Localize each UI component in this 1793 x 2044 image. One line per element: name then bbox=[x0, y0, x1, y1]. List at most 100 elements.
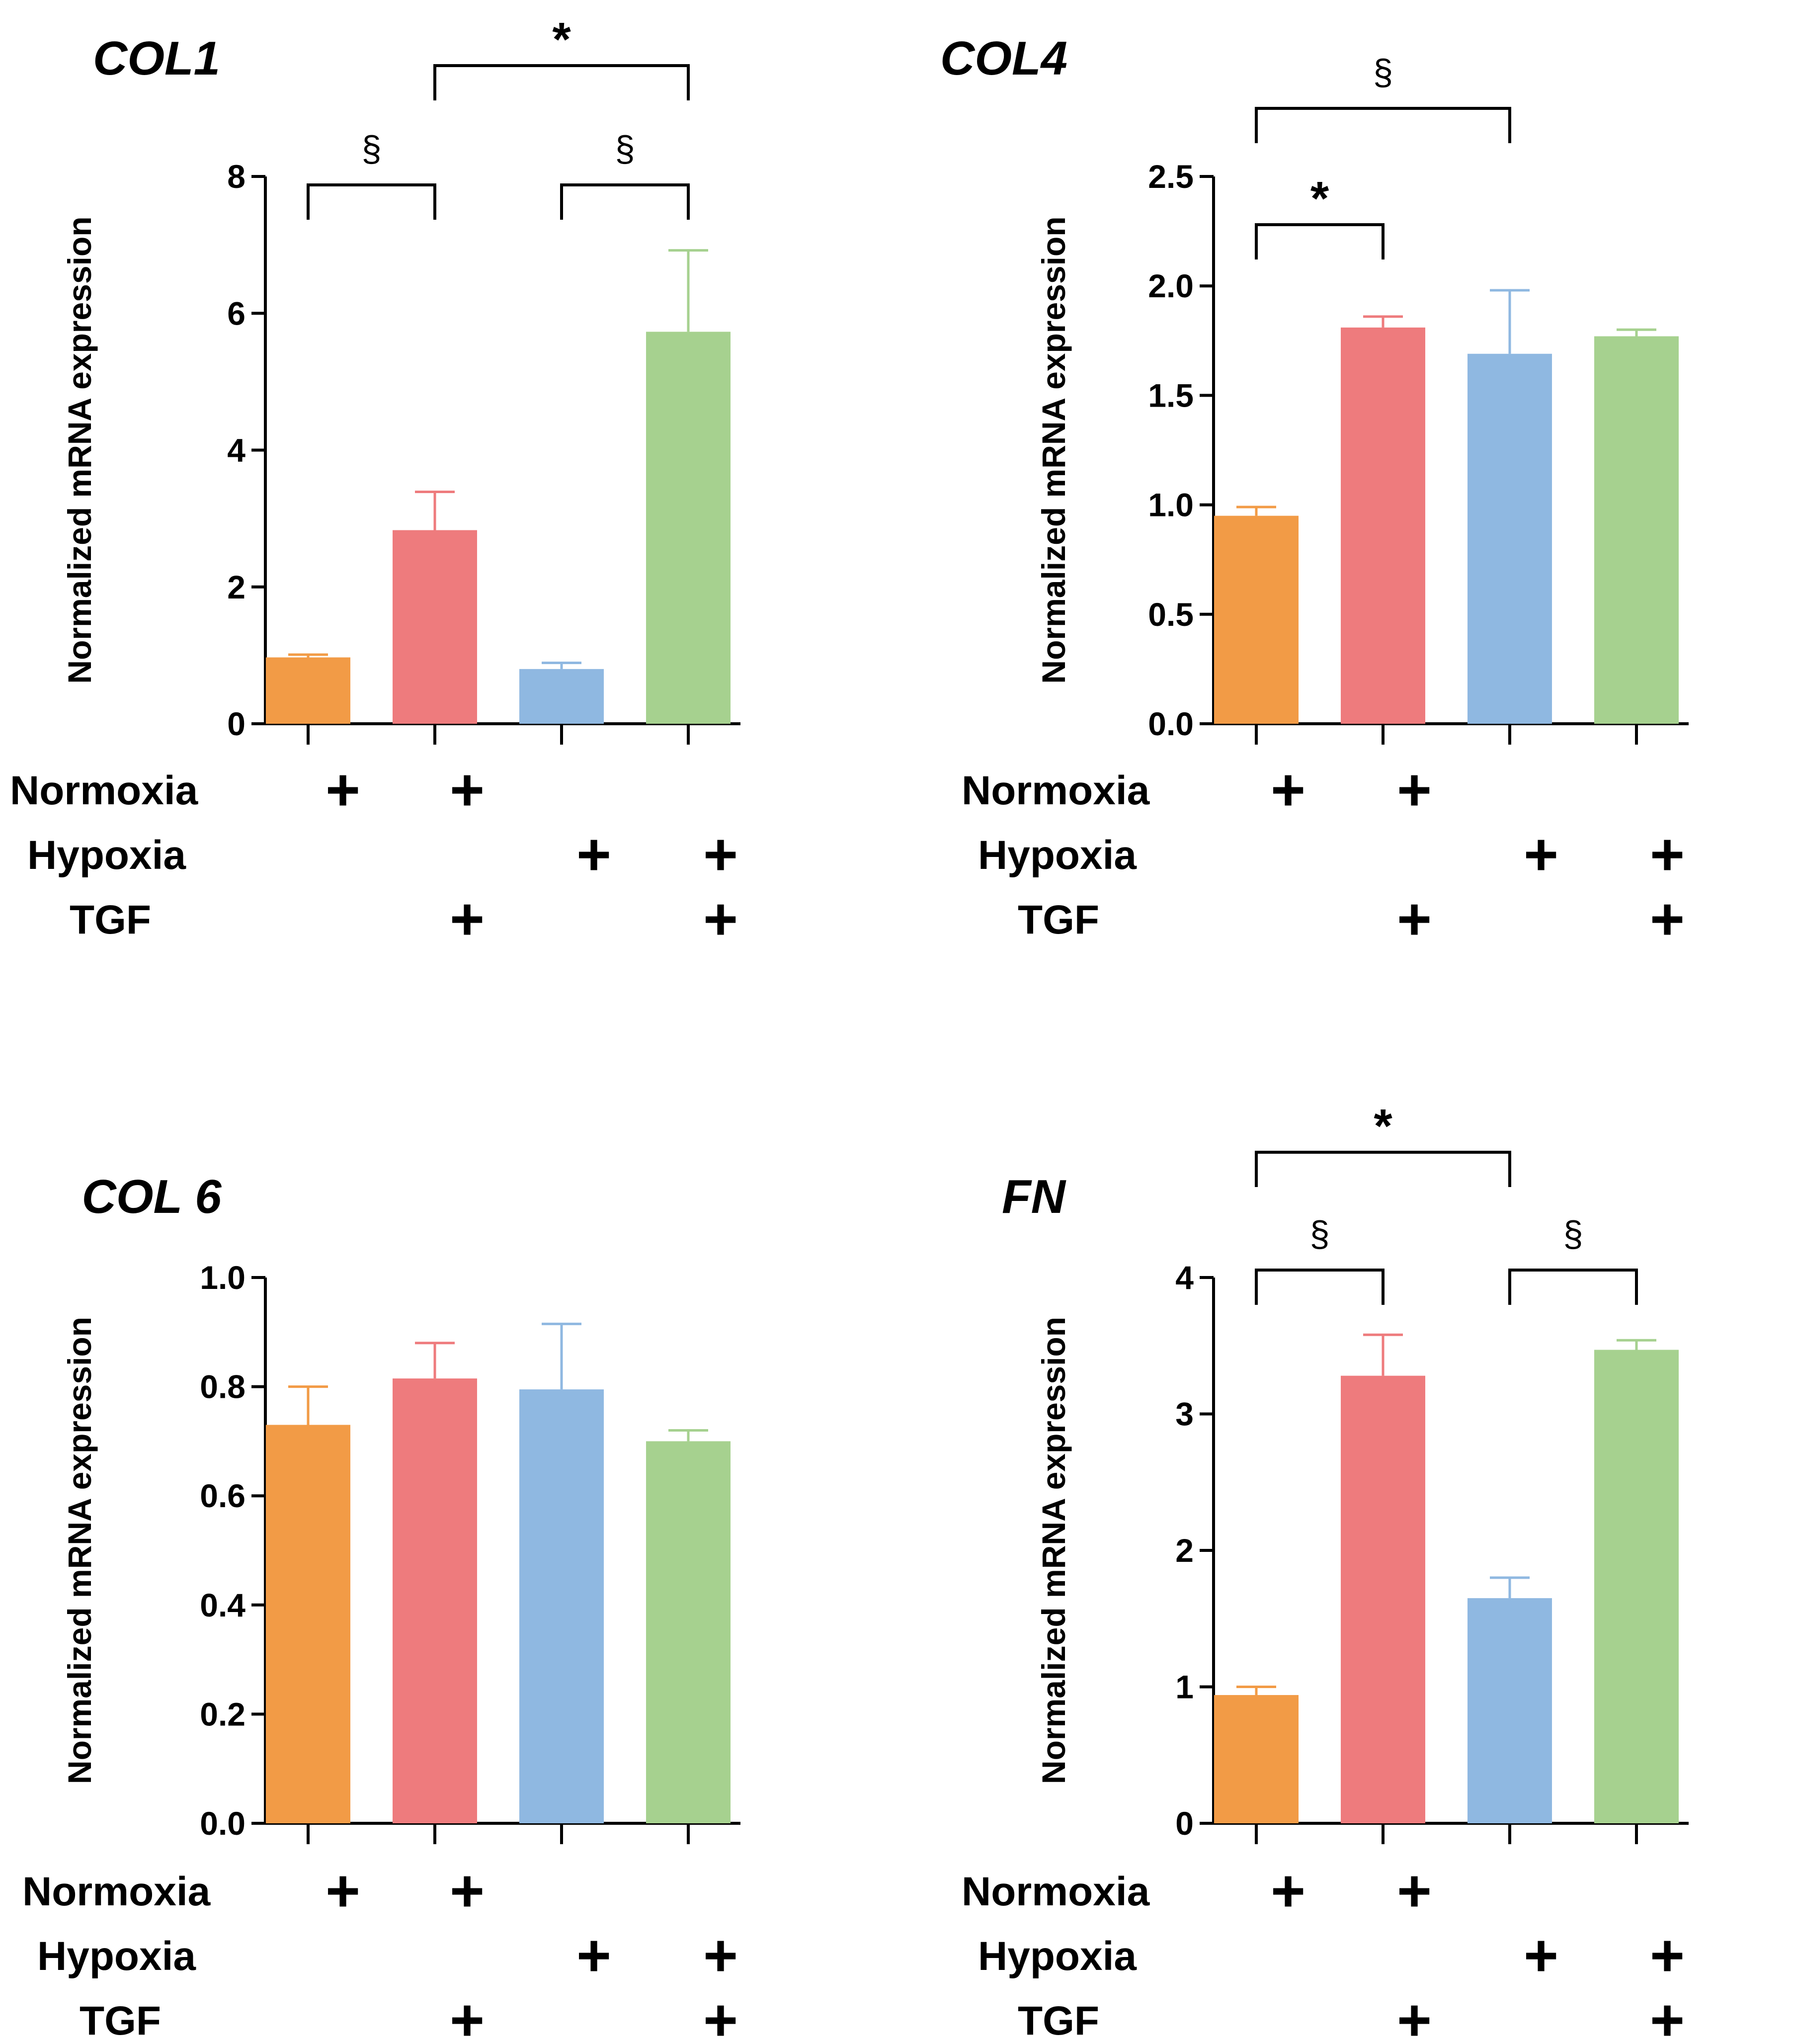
condition-label-hypoxia: Hypoxia bbox=[27, 833, 186, 878]
y-axis-label: Normalized mRNA expression bbox=[61, 1317, 98, 1784]
bar-2 bbox=[1341, 1375, 1425, 1823]
y-tick-label: 0.0 bbox=[200, 1805, 245, 1842]
condition-label-normoxia: Normoxia bbox=[962, 1869, 1150, 1914]
y-axis-label: Normalized mRNA expression bbox=[61, 216, 98, 683]
chart-panel-fn: FN Normalized mRNA expression 0 1 2 3 4 § § * Norm… bbox=[962, 1100, 1689, 2044]
condition-label-tgf: TGF bbox=[70, 897, 151, 942]
significance-label: * bbox=[1310, 172, 1329, 225]
condition-plus: + bbox=[1650, 821, 1685, 888]
bar-4 bbox=[1594, 1350, 1679, 1823]
condition-plus: + bbox=[1650, 1922, 1685, 1989]
condition-plus: + bbox=[1397, 1858, 1432, 1924]
significance-bracket bbox=[1255, 107, 1511, 143]
significance-bracket bbox=[1255, 223, 1385, 259]
bar-1 bbox=[1214, 515, 1299, 724]
y-tick-label: 0.0 bbox=[1148, 705, 1194, 742]
chart-panel-col6: COL 6 Normalized mRNA expression 0.0 0.2 0.4… bbox=[22, 1170, 740, 2044]
condition-plus: + bbox=[450, 757, 485, 823]
chart-title: FN bbox=[1002, 1170, 1066, 1223]
condition-label-hypoxia: Hypoxia bbox=[978, 1934, 1137, 1979]
significance-label: * bbox=[552, 13, 571, 66]
bar-2 bbox=[393, 1378, 477, 1823]
bar-1 bbox=[1214, 1695, 1299, 1823]
y-axis-label: Normalized mRNA expression bbox=[1035, 1317, 1072, 1784]
condition-plus: + bbox=[1397, 886, 1432, 952]
condition-label-hypoxia: Hypoxia bbox=[37, 1934, 196, 1979]
significance-label: § bbox=[1373, 53, 1393, 92]
significance-label: § bbox=[1309, 1214, 1329, 1254]
y-tick-label: 0 bbox=[227, 705, 245, 742]
condition-label-tgf: TGF bbox=[1018, 1998, 1099, 2044]
condition-plus: + bbox=[450, 1858, 485, 1924]
condition-label-hypoxia: Hypoxia bbox=[978, 833, 1137, 878]
condition-plus: + bbox=[576, 821, 611, 888]
chart-title: COL1 bbox=[93, 32, 220, 85]
significance-bracket bbox=[1508, 1269, 1638, 1305]
y-tick-label: 2.5 bbox=[1148, 158, 1194, 195]
y-tick-label: 0.4 bbox=[200, 1587, 245, 1623]
y-tick-label: 1 bbox=[1175, 1669, 1194, 1705]
condition-plus: + bbox=[326, 757, 360, 823]
y-tick-label: 6 bbox=[227, 295, 245, 332]
bar-3 bbox=[519, 669, 604, 724]
condition-plus: + bbox=[703, 821, 738, 888]
significance-bracket bbox=[1255, 1151, 1511, 1187]
chart-panel-col1: COL1 Normalized mRNA expression 0 2 4 6 8 § § * No… bbox=[10, 13, 740, 952]
significance-bracket bbox=[560, 183, 690, 220]
significance-bracket bbox=[433, 64, 690, 100]
y-axis-label: Normalized mRNA expression bbox=[1035, 216, 1072, 683]
condition-label-tgf: TGF bbox=[80, 1998, 161, 2044]
condition-plus: + bbox=[1650, 886, 1685, 952]
condition-plus: + bbox=[450, 886, 485, 952]
condition-plus: + bbox=[1397, 1987, 1432, 2044]
y-tick-label: 2.0 bbox=[1148, 267, 1194, 304]
condition-label-tgf: TGF bbox=[1018, 897, 1099, 942]
bar-4 bbox=[1594, 336, 1679, 724]
condition-plus: + bbox=[703, 1987, 738, 2044]
y-tick-label: 1.0 bbox=[1148, 487, 1194, 523]
bar-3 bbox=[1467, 353, 1552, 724]
condition-plus: + bbox=[326, 1858, 360, 1924]
chart-title: COL 6 bbox=[82, 1170, 222, 1223]
condition-label-normoxia: Normoxia bbox=[10, 768, 199, 813]
significance-bracket bbox=[1255, 1269, 1385, 1305]
y-tick-label: 3 bbox=[1175, 1396, 1194, 1433]
condition-plus: + bbox=[1271, 1858, 1305, 1924]
y-tick-label: 4 bbox=[227, 432, 245, 469]
y-tick-label: 0.2 bbox=[200, 1696, 245, 1732]
significance-label: § bbox=[1563, 1214, 1583, 1254]
y-tick-label: 0.6 bbox=[200, 1477, 245, 1514]
y-tick-label: 0.5 bbox=[1148, 596, 1194, 633]
condition-plus: + bbox=[1271, 757, 1305, 823]
condition-plus: + bbox=[703, 1922, 738, 1989]
y-tick-label: 1.5 bbox=[1148, 377, 1194, 414]
significance-label: * bbox=[1374, 1100, 1392, 1153]
condition-label-normoxia: Normoxia bbox=[22, 1869, 211, 1914]
condition-plus: + bbox=[703, 886, 738, 952]
y-tick-label: 2 bbox=[227, 569, 245, 605]
condition-plus: + bbox=[1524, 821, 1558, 888]
condition-plus: + bbox=[1397, 757, 1432, 823]
bar-4 bbox=[646, 1441, 731, 1823]
y-tick-label: 1.0 bbox=[200, 1259, 245, 1296]
y-tick-label: 0.8 bbox=[200, 1368, 245, 1405]
condition-plus: + bbox=[1650, 1987, 1685, 2044]
y-tick-label: 0 bbox=[1175, 1805, 1194, 1842]
condition-label-normoxia: Normoxia bbox=[962, 768, 1150, 813]
condition-plus: + bbox=[1524, 1922, 1558, 1989]
bar-3 bbox=[1467, 1598, 1552, 1823]
significance-bracket bbox=[307, 183, 436, 220]
condition-plus: + bbox=[450, 1987, 485, 2044]
bar-3 bbox=[519, 1389, 604, 1823]
chart-panel-col4: COL4 Normalized mRNA expression 0.0 0.5 1.0 1… bbox=[940, 32, 1689, 952]
y-tick-label: 8 bbox=[227, 158, 245, 195]
chart-title: COL4 bbox=[940, 32, 1067, 85]
y-tick-label: 4 bbox=[1175, 1259, 1194, 1296]
bar-4 bbox=[646, 332, 731, 724]
condition-plus: + bbox=[576, 1922, 611, 1989]
bar-2 bbox=[1341, 327, 1425, 724]
bar-1 bbox=[266, 657, 350, 724]
bar-2 bbox=[393, 530, 477, 724]
y-tick-label: 2 bbox=[1175, 1532, 1194, 1569]
